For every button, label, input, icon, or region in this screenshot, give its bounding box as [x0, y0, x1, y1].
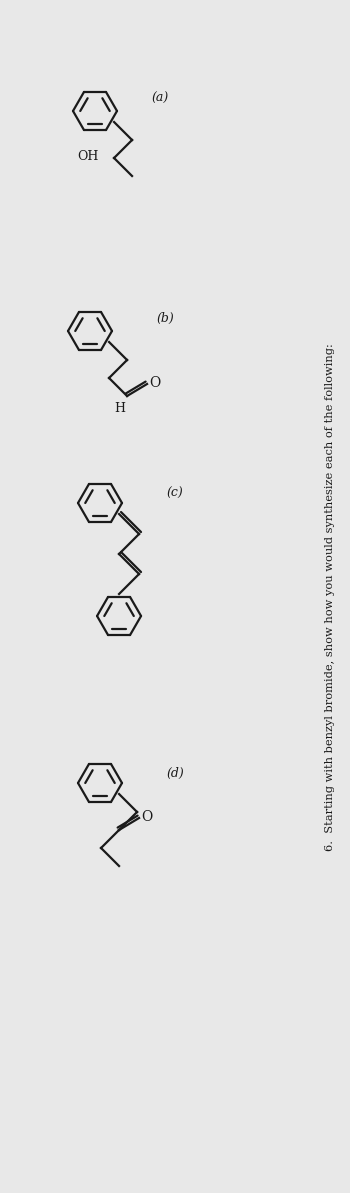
Text: (d): (d) [166, 766, 184, 779]
Text: (b): (b) [156, 311, 174, 324]
Text: (a): (a) [151, 92, 169, 105]
Text: (c): (c) [167, 487, 183, 500]
Text: H: H [114, 402, 126, 415]
Text: OH: OH [77, 149, 99, 162]
Text: O: O [149, 376, 161, 390]
Text: 6.  Starting with benzyl bromide, show how you would synthesize each of the foll: 6. Starting with benzyl bromide, show ho… [325, 344, 335, 851]
Text: O: O [141, 810, 153, 824]
